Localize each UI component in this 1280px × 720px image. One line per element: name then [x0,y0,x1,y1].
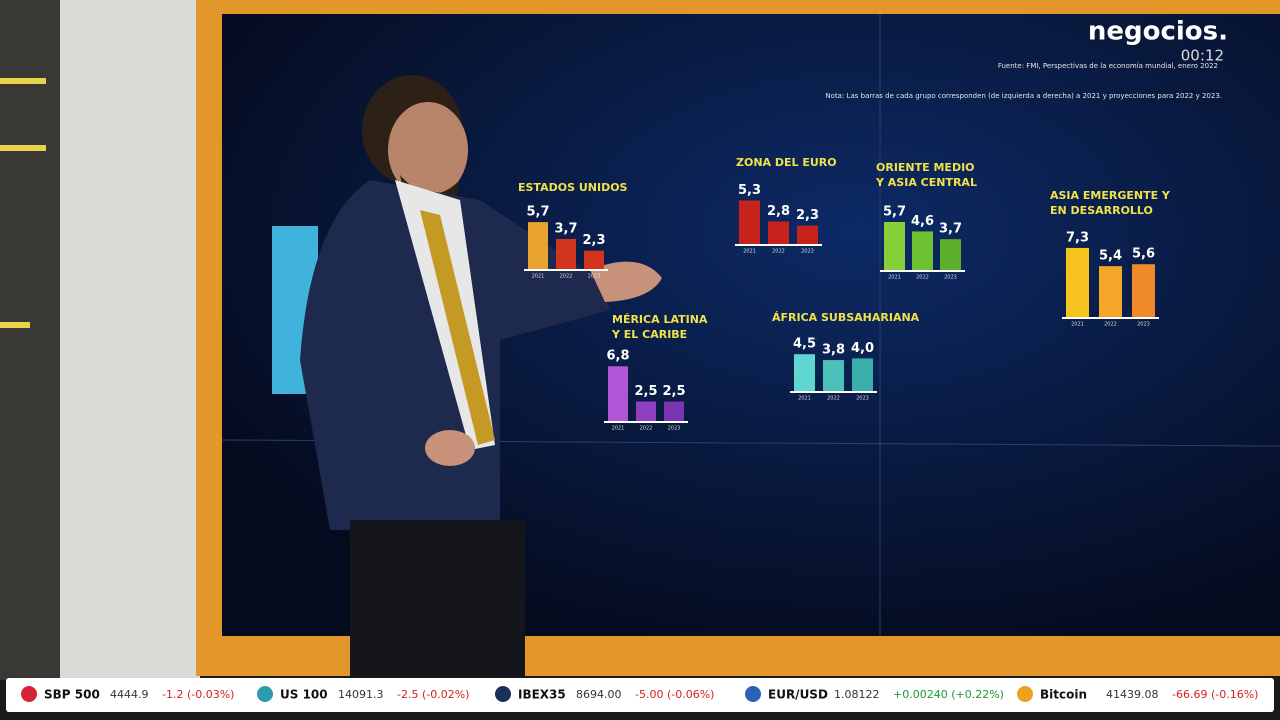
value-label: 4,6 [911,214,934,229]
value-label: 7,3 [1066,230,1089,245]
year-label: 2023 [856,396,869,402]
bar [1132,264,1155,318]
bar [1066,247,1089,318]
ticker-price: 14091.3 [338,688,384,701]
bar [556,238,576,270]
bar [664,401,684,422]
ticker-change: -66.69 (-0.16%) [1172,688,1258,701]
value-label: 4,5 [793,337,816,352]
value-label: 5,4 [1099,249,1122,264]
chart-title: ASIA EMERGENTE Y [1050,189,1171,202]
value-label: 2,5 [634,384,657,399]
year-label: 2023 [668,426,681,432]
bar [584,250,604,270]
year-label: 2022 [772,249,785,255]
studio-wall [60,0,200,680]
value-label: 5,7 [883,204,906,219]
ticker-icon [745,686,761,702]
value-label: 2,8 [767,204,790,219]
value-label: 2,3 [796,208,819,223]
source: Fuente: FMI, Perspectivas de la economía… [998,62,1218,70]
bar [768,221,789,245]
bar [608,366,628,422]
year-label: 2021 [888,275,901,281]
light-strip [0,78,46,84]
chart-title: ZONA DEL EURO [736,156,837,169]
bar [940,239,961,271]
bar [884,221,905,271]
bar [1099,266,1122,318]
ticker-name: Bitcoin [1040,688,1087,702]
value-label: 3,7 [554,221,577,236]
bar [794,354,815,392]
year-label: 2021 [612,426,625,432]
year-label: 2022 [640,426,653,432]
chart-title: Y ASIA CENTRAL [875,176,977,189]
bar [797,225,818,245]
chart-title: MÉRICA LATINA [612,313,708,326]
year-label: 2022 [916,275,929,281]
ticker-icon [495,686,511,702]
bar [823,360,844,392]
ticker-bar [6,678,1274,712]
value-label: 5,6 [1132,247,1155,262]
bar [912,231,933,271]
ticker-price: 41439.08 [1106,688,1159,701]
note: Nota: Las barras de cada grupo correspon… [825,92,1222,100]
ticker-price: 8694.00 [576,688,622,701]
ticker-change: +0.00240 (+0.22%) [893,688,1004,701]
value-label: 5,3 [738,183,761,198]
year-label: 2023 [801,249,814,255]
bar [528,222,548,270]
ticker-icon [21,686,37,702]
bar [852,358,873,392]
chart-title: Y EL CARIBE [611,328,687,341]
light-strip [0,322,30,328]
ticker-name: IBEX35 [518,688,566,702]
value-label: 6,8 [606,349,629,364]
chart-title: ÁFRICA SUBSAHARIANA [772,311,920,324]
light-strip [0,145,46,151]
year-label: 2023 [944,275,957,281]
ticker-name: US 100 [280,688,328,702]
chart-title: EN DESARROLLO [1050,204,1153,217]
bar [739,200,760,245]
ticker-icon [257,686,273,702]
ticker-change: -5.00 (-0.06%) [635,688,714,701]
year-label: 2023 [1137,322,1150,328]
left-wall [0,0,60,680]
year-label: 2021 [743,249,756,255]
ticker-change: -2.5 (-0.02%) [397,688,469,701]
ticker-price: 4444.9 [110,688,149,701]
year-label: 2023 [588,274,601,280]
ticker-name: EUR/USD [768,688,828,702]
bar [636,401,656,422]
value-label: 4,0 [851,341,874,356]
logo: negocios. [1088,17,1228,47]
year-label: 2021 [798,396,811,402]
year-label: 2021 [532,274,545,280]
value-label: 3,7 [939,222,962,237]
value-label: 3,8 [822,343,845,358]
ticker-price: 1.08122 [834,688,880,701]
clock: 00:12 [1181,47,1224,65]
value-label: 2,5 [662,384,685,399]
year-label: 2021 [1071,322,1084,328]
value-label: 2,3 [582,233,605,248]
ticker-icon [1017,686,1033,702]
chart-title: ORIENTE MEDIO [876,161,975,174]
ticker-change: -1.2 (-0.03%) [162,688,234,701]
value-label: 5,7 [526,205,549,220]
year-label: 2022 [827,396,840,402]
ticker-name: SBP 500 [44,688,100,702]
chart-title: ESTADOS UNIDOS [518,181,628,194]
year-label: 2022 [1104,322,1117,328]
year-label: 2022 [560,274,573,280]
